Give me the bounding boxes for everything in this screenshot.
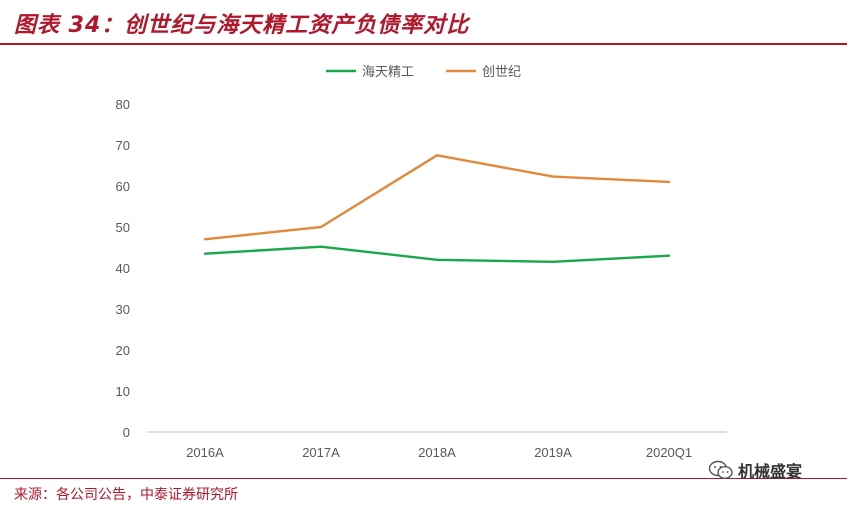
y-tick-label: 70 xyxy=(116,138,130,153)
series-line-1 xyxy=(203,245,671,264)
footer-divider xyxy=(0,478,847,479)
y-tick-label: 50 xyxy=(116,220,130,235)
y-axis: 0 10 20 30 40 50 60 70 80 xyxy=(116,97,130,440)
y-tick-label: 40 xyxy=(116,261,130,276)
watermark-text: 机械盛宴 xyxy=(738,462,803,481)
title-divider xyxy=(0,43,847,45)
y-tick-label: 60 xyxy=(116,179,130,194)
header: 图表 34：创世纪与海天精工资产负债率对比 xyxy=(0,0,847,45)
x-tick-label: 2020Q1 xyxy=(646,445,692,460)
y-tick-label: 10 xyxy=(116,384,130,399)
legend-label: 海天精工 xyxy=(362,65,414,80)
y-tick-label: 0 xyxy=(123,425,130,440)
chart-legend: 海天精工 创世纪 xyxy=(326,65,521,80)
x-tick-label: 2019A xyxy=(534,445,572,460)
x-tick-label: 2016A xyxy=(186,445,224,460)
source-note: 来源：各公司公告，中泰证券研究所 xyxy=(14,487,238,503)
figure-title: 图表 34：创世纪与海天精工资产负债率对比 xyxy=(14,13,470,38)
y-tick-label: 80 xyxy=(116,97,130,112)
chart-series xyxy=(203,154,671,264)
x-tick-label: 2017A xyxy=(302,445,340,460)
wechat-icon xyxy=(708,460,733,480)
watermark: 机械盛宴 xyxy=(708,459,802,481)
x-tick-label: 2018A xyxy=(418,445,456,460)
y-tick-label: 30 xyxy=(116,302,130,317)
line-chart: 海天精工 创世纪 0 10 20 30 40 50 60 70 80 2016A 2017A 2018… xyxy=(116,65,727,460)
legend-label: 创世纪 xyxy=(482,65,521,80)
y-tick-label: 20 xyxy=(116,343,130,358)
series-line-2 xyxy=(203,154,671,241)
x-axis: 2016A 2017A 2018A 2019A 2020Q1 xyxy=(147,431,727,460)
